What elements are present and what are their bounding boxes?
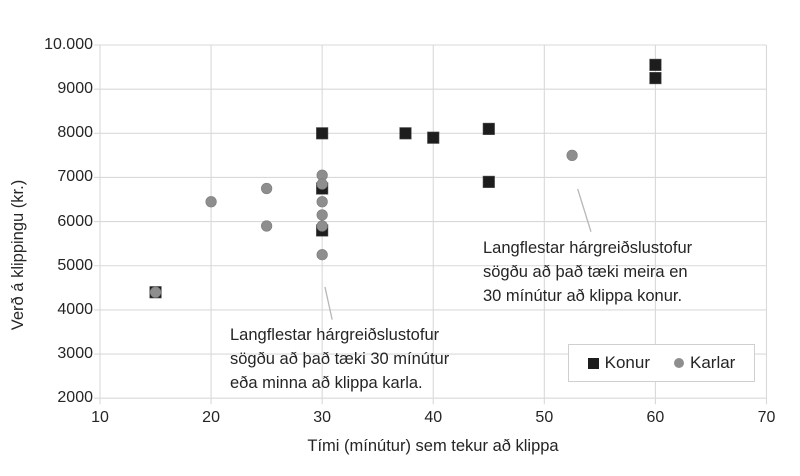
karlar-point xyxy=(261,220,273,232)
legend-label-karlar: Karlar xyxy=(690,353,736,372)
x-axis-title: Tími (mínútur) sem tekur að klippa xyxy=(307,437,559,455)
annotation-leader-lines xyxy=(324,188,592,320)
konur-point xyxy=(482,175,495,188)
y-tick-label: 7000 xyxy=(57,168,93,186)
annotation-karlar-30min: Langflestar hárgreiðslustofur sögðu að þ… xyxy=(230,326,450,392)
karlar-point xyxy=(316,249,328,261)
karlar-point xyxy=(316,196,328,208)
karlar-point xyxy=(316,220,328,232)
gridlines xyxy=(94,44,768,405)
legend: Konur Karlar xyxy=(568,344,755,382)
konur-point xyxy=(427,131,440,144)
y-axis-title: Verð á klippingu (kr.) xyxy=(9,179,27,331)
konur-point xyxy=(649,72,662,85)
konur-point xyxy=(399,127,412,140)
x-tick-label: 40 xyxy=(424,409,443,426)
leader-line xyxy=(577,188,592,232)
x-tick-label: 20 xyxy=(202,409,220,426)
data-points xyxy=(149,58,662,299)
leader-line xyxy=(324,286,333,320)
konur-square-marker-icon xyxy=(587,357,599,369)
karlar-point xyxy=(316,178,328,190)
karlar-point xyxy=(261,182,273,195)
konur-point xyxy=(482,122,495,135)
y-tick-label: 2000 xyxy=(57,389,93,407)
y-tick-label: 4000 xyxy=(57,300,93,318)
karlar-point xyxy=(566,149,578,161)
y-tick-label: 3000 xyxy=(57,345,93,363)
karlar-point xyxy=(316,209,328,221)
x-tick-label: 10 xyxy=(91,409,109,426)
y-tick-label: 9000 xyxy=(57,80,93,98)
konur-point xyxy=(649,58,662,71)
y-tick-label: 10.000 xyxy=(44,36,93,53)
x-tick-label: 50 xyxy=(535,409,554,426)
y-tick-label: 5000 xyxy=(57,256,93,274)
legend-label-konur: Konur xyxy=(604,353,650,372)
x-tick-label: 30 xyxy=(313,409,332,426)
legend-item-konur: Konur xyxy=(587,353,650,373)
x-tick-label: 60 xyxy=(646,409,665,426)
karlar-circle-marker-icon xyxy=(674,358,684,368)
y-tick-label: 8000 xyxy=(57,124,93,142)
karlar-point xyxy=(149,286,162,298)
x-tick-label: 70 xyxy=(757,409,776,426)
konur-point xyxy=(316,127,329,140)
legend-item-karlar: Karlar xyxy=(674,353,735,373)
annotation-konur-30min: Langflestar hárgreiðslustofur sögðu að þ… xyxy=(483,239,693,305)
karlar-point xyxy=(205,196,217,208)
y-tick-label: 6000 xyxy=(57,212,93,230)
